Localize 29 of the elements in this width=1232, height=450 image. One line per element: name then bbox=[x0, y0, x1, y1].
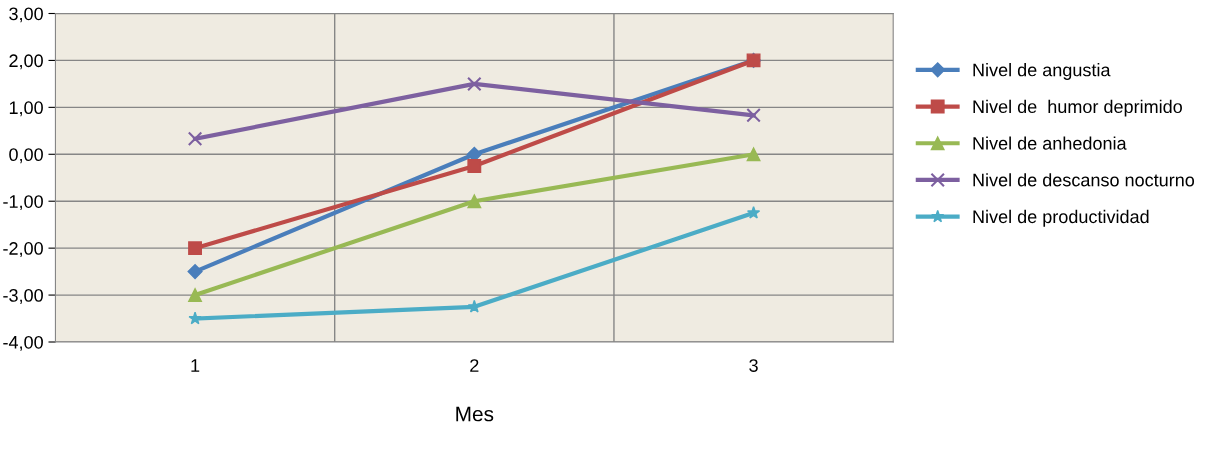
x-tick-label: 3 bbox=[749, 359, 758, 372]
point bbox=[467, 299, 481, 313]
point bbox=[188, 288, 203, 303]
point bbox=[746, 147, 761, 162]
y-tick-label: -3,00 bbox=[3, 289, 43, 304]
point bbox=[746, 206, 761, 219]
y-tick-label: 2,00 bbox=[9, 54, 43, 70]
point bbox=[746, 108, 761, 123]
y-tick-label: -1,00 bbox=[3, 195, 43, 211]
x-tick-label: 1 bbox=[191, 359, 200, 372]
y-tick-label: -2,00 bbox=[3, 242, 43, 257]
point bbox=[467, 159, 482, 173]
x-tick-label: 2 bbox=[470, 359, 479, 372]
legend-label: Nivel de productividad bbox=[973, 209, 1149, 227]
y-tick-label: 1,00 bbox=[9, 101, 43, 117]
y-tick-label: 3,00 bbox=[9, 7, 43, 23]
legend-label: Nivel de anhedonia bbox=[973, 136, 1127, 150]
point bbox=[188, 311, 202, 325]
x-axis-title: Mes bbox=[456, 406, 494, 422]
point bbox=[467, 194, 482, 209]
y-tick-label: -4,00 bbox=[3, 335, 43, 351]
point bbox=[467, 76, 482, 92]
y-tick-label: 0,00 bbox=[9, 148, 43, 164]
point bbox=[188, 241, 203, 256]
point bbox=[187, 264, 203, 280]
legend-label: Nivel de descanso nocturno bbox=[973, 173, 1195, 187]
point bbox=[187, 131, 203, 147]
legend-label: Nivel de humor deprimido bbox=[973, 99, 1182, 117]
legend-label: Nivel de angustia bbox=[973, 63, 1111, 80]
